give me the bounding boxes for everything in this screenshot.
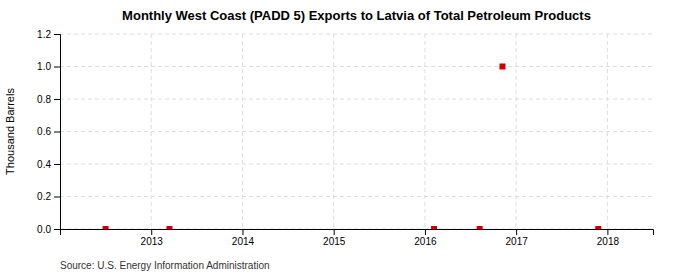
y-tick-mark: [54, 164, 60, 165]
y-tick-label: 0.8: [37, 94, 51, 105]
y-tick-label: 1.0: [37, 61, 51, 72]
y-tick-mark: [54, 67, 60, 68]
x-tick: 2016: [414, 229, 437, 247]
x-tick-mark: [151, 229, 152, 235]
x-tick-label: 2014: [232, 236, 255, 247]
y-tick-mark: [54, 34, 60, 35]
plot: 2013 2014 2015 2016 2017 2018 0.0 0.2 0.4 0.6 0.8 1…: [37, 29, 653, 247]
x-tick-mark: [334, 229, 335, 235]
x-axis: 2013 2014 2015 2016 2017 2018: [61, 229, 654, 247]
point: [166, 226, 172, 229]
x-tick-mark: [607, 229, 608, 235]
x-grid-line: [607, 34, 608, 229]
y-grid-line: [60, 99, 653, 100]
y-tick-label: 0.2: [37, 191, 51, 202]
x-tick-label: 2013: [141, 236, 164, 247]
y-axis-title: Thousand Barrels: [4, 88, 16, 175]
y-tick: 1.0: [37, 61, 60, 72]
y-tick-mark: [54, 132, 60, 133]
x-tick-mark: [425, 229, 426, 235]
y-grid-line: [60, 196, 653, 197]
y-tick-label: 0.0: [37, 224, 51, 235]
x-tick: 2014: [232, 229, 255, 247]
y-tick-mark: [54, 99, 60, 100]
x-tick: 2018: [597, 229, 620, 247]
y-axis: 0.0 0.2 0.4 0.6 0.8 1.0 1.2: [37, 29, 60, 235]
y-grid-line: [60, 131, 653, 132]
x-tick: 2017: [506, 229, 529, 247]
x-tick-label: 2017: [506, 236, 529, 247]
y-tick-mark: [54, 197, 60, 198]
x-grid-line: [333, 34, 334, 229]
x-axis-line: [61, 230, 654, 236]
x-grid-line: [516, 34, 517, 229]
x-tick: 2015: [323, 229, 346, 247]
point: [431, 226, 437, 229]
source-note: Source: U.S. Energy Information Administ…: [60, 260, 270, 271]
x-tick-label: 2018: [597, 236, 620, 247]
y-grid-line: [60, 34, 653, 35]
point: [103, 226, 109, 229]
x-grid-line: [151, 34, 152, 229]
x-grid-line: [424, 34, 425, 229]
y-tick: 0.2: [37, 191, 60, 202]
y-tick-label: 1.2: [37, 29, 51, 40]
grid: [60, 34, 653, 229]
y-tick: 0.4: [37, 159, 60, 170]
y-tick-label: 0.6: [37, 126, 51, 137]
y-grid-line: [60, 164, 653, 165]
y-tick: 0.0: [37, 224, 60, 235]
y-tick-label: 0.4: [37, 159, 51, 170]
x-grid-line: [242, 34, 243, 229]
y-tick: 0.8: [37, 94, 60, 105]
y-grid-line: [60, 66, 653, 67]
x-tick-mark: [242, 229, 243, 235]
x-tick: 2013: [141, 229, 164, 247]
y-tick-mark: [54, 229, 60, 230]
point: [477, 226, 483, 229]
point: [499, 64, 505, 70]
chart-svg: 2013 2014 2015 2016 2017 2018 0.0 0.2 0.4 0.6 0.8 1…: [0, 0, 675, 275]
x-tick-label: 2016: [414, 236, 437, 247]
y-tick: 0.6: [37, 126, 60, 137]
point: [595, 226, 601, 229]
title: Monthly West Coast (PADD 5) Exports to L…: [122, 8, 591, 23]
x-tick-mark: [516, 229, 517, 235]
chart-container: 2013 2014 2015 2016 2017 2018 0.0 0.2 0.4 0.6 0.8 1…: [0, 0, 675, 275]
points: [103, 64, 602, 230]
y-tick: 1.2: [37, 29, 60, 40]
x-tick-label: 2015: [323, 236, 346, 247]
y-axis-line: [54, 35, 61, 230]
